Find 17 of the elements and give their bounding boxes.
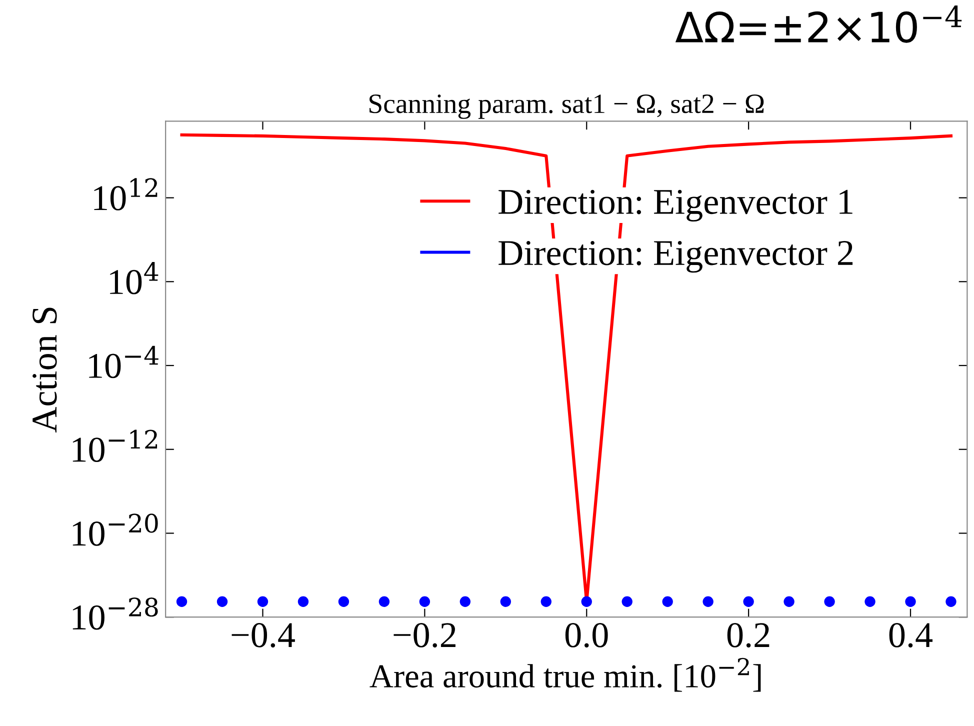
x-tick-label: 0.4 (889, 623, 933, 648)
x-tick-label: −0.2 (394, 623, 456, 648)
x-tick-label: 0.2 (727, 623, 770, 648)
x-tick-label: −0.4 (232, 623, 295, 648)
x-axis-title: Area around true min. [10$^{−2}$] (370, 658, 761, 692)
y-tick-label: 10$^{−12}$ (72, 430, 158, 462)
chart-title: Scanning param. sat1 − Ω, sat2 − Ω (370, 94, 764, 119)
text: ΔΩ=±2×10$^{−4}$ (675, 5, 962, 43)
y-tick-label: 10$^{4}$ (110, 262, 158, 294)
y-tick-label: 10$^{−20}$ (72, 514, 158, 546)
legend-label: Direction: Eigenvector 2 (498, 240, 853, 273)
legend-label: Direction: Eigenvector 1 (498, 190, 852, 222)
y-tick-label: 10$^{−28}$ (72, 597, 158, 630)
y-tick-label: 10$^{−4}$ (89, 346, 158, 378)
x-tick-label: 0.0 (565, 623, 608, 648)
y-tick-label: 10$^{12}$ (94, 178, 158, 210)
y-axis-title: Action S (32, 308, 57, 433)
